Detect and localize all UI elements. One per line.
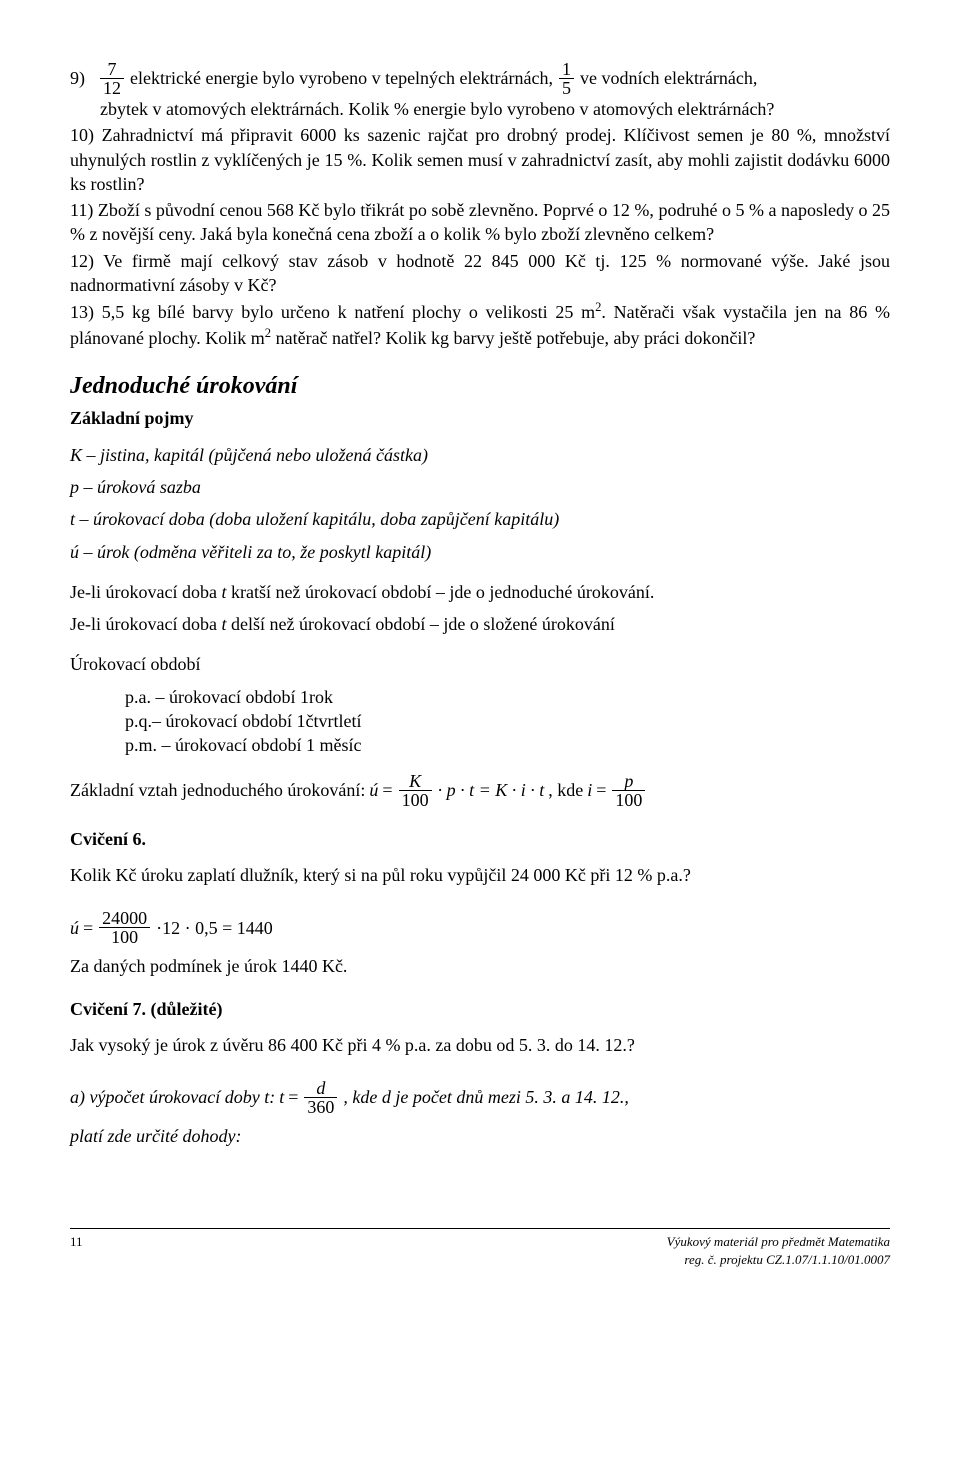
problem-text: 13) 5,5 kg bílé barvy bylo určeno k natř…	[70, 302, 595, 322]
problem-text: natěrač natřel? Kolik kg barvy ještě pot…	[271, 328, 755, 348]
definition-K: K – jistina, kapitál (půjčená nebo ulože…	[70, 445, 428, 465]
section-subheading: Základní pojmy	[70, 406, 890, 430]
problem-text: 11) Zboží s původní cenou 568 Kč bylo tř…	[70, 200, 890, 244]
period-pm: p.m. – úrokovací období 1 měsíc	[70, 733, 890, 757]
problem-number: 9)	[70, 66, 94, 90]
problem-12: 12) Ve firmě mají celkový stav zásob v h…	[70, 249, 890, 298]
definition-p: p – úroková sazba	[70, 477, 201, 497]
footer-text-2: reg. č. projektu CZ.1.07/1.1.10/01.0007	[667, 1251, 890, 1269]
base-formula: Základní vztah jednoduchého úrokování: ú…	[70, 772, 890, 809]
problem-text: 12) Ve firmě mají celkový stav zásob v h…	[70, 251, 890, 295]
period-heading: Úrokovací období	[70, 652, 890, 676]
problem-11: 11) Zboží s původní cenou 568 Kč bylo tř…	[70, 198, 890, 247]
fraction-7-12: 7 12	[100, 60, 124, 97]
period-pa: p.a. – úrokovací období 1rok	[70, 685, 890, 709]
formula-label: Základní vztah jednoduchého úrokování:	[70, 778, 365, 802]
problem-text: 10) Zahradnictví má připravit 6000 ks sa…	[70, 125, 890, 194]
footer-divider	[70, 1228, 890, 1229]
fraction-1-5: 1 5	[559, 60, 574, 97]
problem-list: 9) 7 12 elektrické energie bylo vyrobeno…	[70, 60, 890, 350]
page-footer: 11 Výukový materiál pro předmět Matemati…	[70, 1233, 890, 1268]
exercise-7-step-b: platí zde určité dohody:	[70, 1124, 890, 1148]
exercise-7-step-a: a) výpočet úrokovací doby t: t = d 360 ,…	[70, 1079, 890, 1116]
fraction-p-100: p 100	[612, 772, 645, 809]
definition-u: ú – úrok (odměna věřiteli za to, že posk…	[70, 542, 431, 562]
section-heading: Jednoduché úrokování	[70, 370, 890, 402]
rule-text: Je-li úrokovací doba t delší než úrokova…	[70, 612, 890, 636]
fraction-d-360: d 360	[304, 1079, 337, 1116]
page-number: 11	[70, 1233, 83, 1251]
rule-text: Je-li úrokovací doba t kratší než úrokov…	[70, 580, 890, 604]
problem-9: 9) 7 12 elektrické energie bylo vyrobeno…	[70, 60, 890, 121]
exercise-7-heading: Cvičení 7. (důležité)	[70, 997, 890, 1021]
fraction-24000-100: 24000 100	[99, 909, 150, 946]
exercise-7-text: Jak vysoký je úrok z úvěru 86 400 Kč při…	[70, 1033, 890, 1057]
problem-text: elektrické energie bylo vyrobeno v tepel…	[130, 66, 553, 90]
exercise-6-result: Za daných podmínek je úrok 1440 Kč.	[70, 954, 890, 978]
definition-t: t – úrokovací doba (doba uložení kapitál…	[70, 509, 559, 529]
period-pq: p.q.– úrokovací období 1čtvrtletí	[70, 709, 890, 733]
problem-text: zbytek v atomových elektrárnách. Kolik %…	[70, 97, 890, 121]
fraction-K-100: K 100	[399, 772, 432, 809]
problem-13: 13) 5,5 kg bílé barvy bylo určeno k natř…	[70, 299, 890, 350]
exercise-6-text: Kolik Kč úroku zaplatí dlužník, který si…	[70, 863, 890, 887]
footer-text-1: Výukový materiál pro předmět Matematika	[667, 1233, 890, 1251]
problem-text: ve vodních elektrárnách,	[580, 66, 757, 90]
exercise-6-calc: ú = 24000 100 ·12 · 0,5 = 1440	[70, 909, 890, 946]
problem-10: 10) Zahradnictví má připravit 6000 ks sa…	[70, 123, 890, 196]
exercise-6-heading: Cvičení 6.	[70, 827, 890, 851]
